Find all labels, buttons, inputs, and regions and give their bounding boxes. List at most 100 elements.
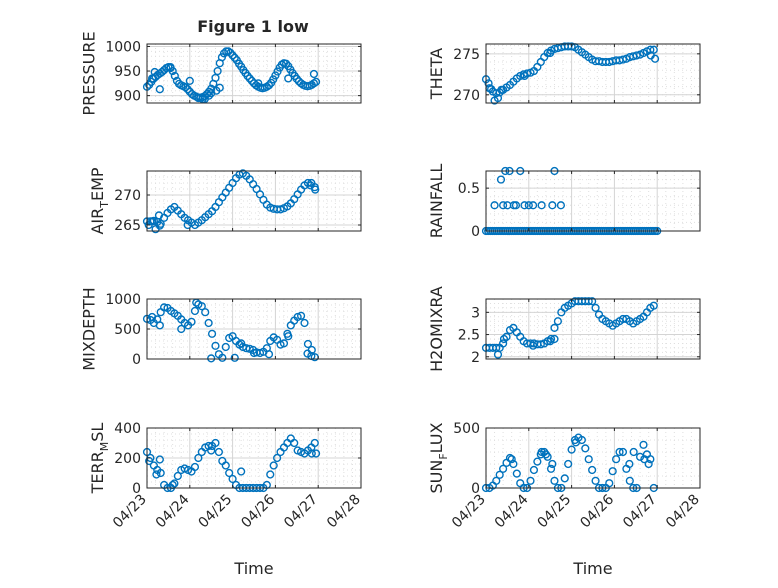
marker-group <box>481 42 660 105</box>
data-point <box>591 303 600 312</box>
data-point <box>259 195 268 204</box>
axes-box <box>146 43 362 104</box>
subplot-3: 0 0.5 RAINFALL <box>427 164 701 240</box>
data-point <box>207 329 217 338</box>
data-point <box>284 74 293 83</box>
data-point <box>490 201 499 210</box>
data-point <box>541 450 551 459</box>
data-point <box>537 201 546 210</box>
data-point <box>612 455 621 464</box>
data-point <box>215 83 224 92</box>
data-point <box>218 353 227 362</box>
y-tick-label: 270 <box>114 188 141 204</box>
data-point <box>550 476 559 485</box>
data-point <box>197 302 206 311</box>
y-axis-label: AIRTEMP <box>88 167 111 234</box>
data-point <box>249 348 259 358</box>
data-point <box>307 345 316 355</box>
data-point <box>306 181 315 190</box>
axes-box <box>485 43 701 104</box>
data-point <box>520 71 529 81</box>
subplot-6: 0 200 400 04/23 04/24 04/25 04/26 04/27 04/28 TER… <box>88 421 364 578</box>
data-point <box>269 75 278 84</box>
data-point <box>615 447 624 457</box>
data-point <box>584 297 593 306</box>
data-point <box>522 69 532 78</box>
data-point <box>548 459 557 469</box>
y-axis-label-main: PRESSURE <box>80 31 99 115</box>
data-point <box>548 201 557 210</box>
data-point <box>536 340 545 349</box>
data-point <box>183 85 192 94</box>
subplot-4: 0 500 1000 MIXDEPTH <box>80 287 362 371</box>
data-point <box>221 342 230 352</box>
data-point <box>201 308 210 317</box>
x-tick-label: 04/24 <box>492 491 532 531</box>
data-point <box>495 470 504 479</box>
y-axis-label: PRESSURE <box>80 31 99 115</box>
data-point <box>300 318 309 328</box>
data-point <box>290 438 299 448</box>
data-point <box>245 74 254 83</box>
y-axis-label: THETA <box>427 48 446 100</box>
data-point <box>293 190 302 199</box>
data-point <box>154 211 164 220</box>
data-point <box>269 461 278 470</box>
y-tick-label: 0 <box>132 352 141 368</box>
axes-box <box>485 170 701 232</box>
data-point <box>311 77 321 86</box>
data-point <box>524 201 533 210</box>
data-point <box>230 53 239 62</box>
data-point <box>211 438 220 448</box>
axes-box <box>146 170 362 232</box>
data-point <box>625 476 634 485</box>
y-tick-label: 1000 <box>105 292 141 308</box>
x-axis-label: Time <box>572 559 612 578</box>
data-point <box>511 201 521 210</box>
x-tick-label: 04/23 <box>449 492 489 532</box>
data-point <box>608 467 617 476</box>
data-point <box>499 334 509 344</box>
data-point <box>618 55 628 64</box>
data-point <box>584 455 593 464</box>
data-point <box>646 455 655 464</box>
y-tick-label: 500 <box>114 322 141 338</box>
y-tick-label: 900 <box>114 89 141 105</box>
data-point <box>217 53 227 62</box>
data-point <box>309 69 319 79</box>
y-axis-label-rest: SL <box>88 423 107 442</box>
data-point <box>150 67 159 77</box>
data-point <box>646 45 655 54</box>
subplot-0: 900 950 1000 PRESSURE <box>80 31 362 116</box>
data-point <box>194 453 203 463</box>
y-tick-label: 2.5 <box>458 328 480 344</box>
y-tick-label: 3 <box>471 305 480 321</box>
data-point <box>170 479 179 488</box>
data-point <box>528 201 538 210</box>
data-point <box>507 455 516 464</box>
y-tick-label: 400 <box>114 421 141 437</box>
data-point <box>190 462 200 472</box>
data-point <box>190 306 200 316</box>
data-point <box>156 468 165 478</box>
data-point <box>509 459 518 469</box>
data-point <box>148 312 157 322</box>
axes-box <box>485 427 701 489</box>
data-point <box>487 84 496 94</box>
data-point <box>640 455 649 464</box>
data-point <box>249 180 258 189</box>
x-axis-label: Time <box>233 559 273 578</box>
data-point <box>168 66 177 76</box>
y-tick-label: 500 <box>453 421 480 437</box>
data-point <box>571 438 580 447</box>
data-point <box>237 339 246 348</box>
data-point <box>225 468 234 478</box>
x-tick-label: 04/25 <box>196 492 236 532</box>
y-axis-label-main: TERR <box>88 451 107 494</box>
data-point <box>550 323 559 332</box>
y-axis-label: SUNFLUX <box>427 422 450 493</box>
data-point <box>311 449 321 458</box>
data-point <box>166 63 175 72</box>
data-point <box>292 74 301 84</box>
data-point <box>497 85 506 94</box>
